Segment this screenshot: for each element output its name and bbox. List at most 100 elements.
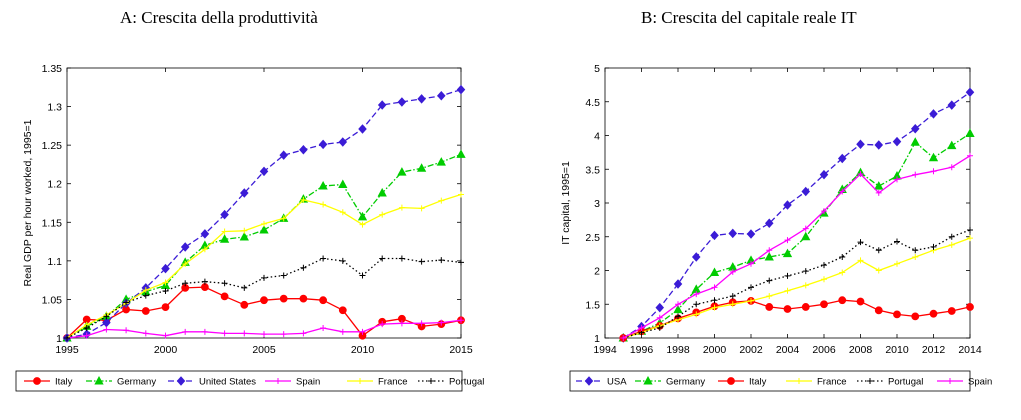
legend-swatch-marker [94, 375, 104, 385]
x-tick-label: 2006 [812, 344, 836, 356]
data-point [141, 307, 150, 315]
data-point [299, 294, 308, 303]
legend-swatch-marker [643, 375, 653, 385]
data-point [338, 137, 348, 147]
data-point [240, 300, 249, 309]
legend-swatch-marker [176, 376, 186, 386]
data-point [458, 191, 464, 198]
data-point [857, 239, 864, 246]
data-point [280, 272, 287, 279]
x-tick-label: 2012 [922, 344, 946, 356]
data-point [875, 267, 882, 274]
data-point [729, 268, 736, 275]
x-tick-label: 2015 [449, 344, 473, 356]
data-point [655, 302, 665, 313]
data-point [339, 328, 346, 335]
data-point [875, 189, 882, 196]
data-point [260, 296, 268, 305]
data-point [620, 335, 627, 341]
data-point [416, 163, 427, 172]
data-point [912, 254, 919, 260]
legend-label: Portugal [449, 377, 484, 388]
series-italy [619, 296, 974, 342]
data-point [857, 257, 864, 264]
data-point [930, 168, 937, 175]
data-point [693, 291, 700, 298]
data-point [710, 230, 719, 241]
legend-label: United States [199, 377, 256, 388]
data-point [892, 136, 902, 147]
data-point [748, 284, 754, 291]
data-point [874, 306, 883, 315]
data-point [261, 331, 267, 338]
data-point [673, 304, 683, 314]
data-point [638, 324, 645, 331]
y-tick-label: 1.5 [585, 299, 600, 311]
data-point [894, 176, 900, 183]
data-point [418, 320, 425, 327]
data-point [398, 255, 405, 262]
data-point [456, 84, 466, 95]
series-germany [62, 149, 466, 342]
data-point [418, 205, 425, 212]
data-point [821, 262, 827, 269]
data-point [764, 251, 774, 261]
y-tick-label: 1 [56, 333, 62, 345]
legend-label: Germany [117, 377, 156, 388]
data-point [320, 324, 327, 331]
legend-label: Portugal [888, 377, 923, 388]
y-tick-label: 4.5 [585, 97, 600, 109]
data-point [280, 215, 287, 222]
legend: Italy Germany United States Spain France Port… [15, 370, 484, 392]
data-point [748, 260, 754, 267]
data-point [397, 167, 407, 176]
data-point [358, 124, 367, 134]
data-point [377, 187, 387, 197]
y-tick-label: 5 [594, 63, 600, 75]
data-point [965, 128, 975, 137]
legend-label: France [817, 377, 847, 388]
data-point [417, 94, 426, 104]
x-tick-label: 2000 [703, 344, 727, 356]
series-germany [618, 128, 975, 342]
data-point [838, 296, 847, 305]
x-tick-label: 2002 [739, 344, 763, 356]
chart-a: 1995 2000 2005 2010 2015 1 1.05 1.1 1.15 1.2 1.25 1… [15, 63, 484, 392]
data-point [437, 91, 446, 101]
data-point [359, 272, 366, 279]
data-point [280, 331, 287, 338]
data-point [839, 254, 846, 260]
data-point [802, 225, 809, 232]
data-point [783, 200, 792, 210]
data-point [894, 238, 900, 245]
data-point [784, 272, 791, 279]
data-point [821, 208, 827, 215]
data-point [201, 246, 208, 253]
legend-swatch-marker [947, 378, 953, 384]
data-point [765, 303, 774, 311]
data-point [930, 243, 937, 250]
y-tick-label: 2 [594, 266, 600, 278]
data-point [300, 330, 307, 337]
series-line [622, 155, 971, 339]
y-tick-label: 3 [594, 198, 600, 210]
data-point [928, 152, 939, 162]
legend-swatch-marker [796, 378, 802, 384]
series-line [623, 237, 971, 339]
data-point [221, 280, 228, 287]
data-point [837, 153, 847, 164]
chart-b-title: B: Crescita del capitale reale IT [641, 8, 857, 27]
data-point [162, 332, 169, 339]
data-point [379, 211, 386, 218]
data-point [182, 280, 189, 287]
data-point [319, 296, 328, 305]
data-point [801, 186, 811, 197]
data-point [673, 279, 683, 289]
x-tick-label: 1996 [630, 344, 654, 356]
legend-swatch-marker [428, 378, 434, 384]
data-point [103, 326, 110, 333]
data-point [729, 301, 736, 308]
data-point [200, 229, 210, 239]
x-tick-label: 2010 [351, 344, 375, 356]
y-tick-label: 1.15 [42, 217, 63, 229]
